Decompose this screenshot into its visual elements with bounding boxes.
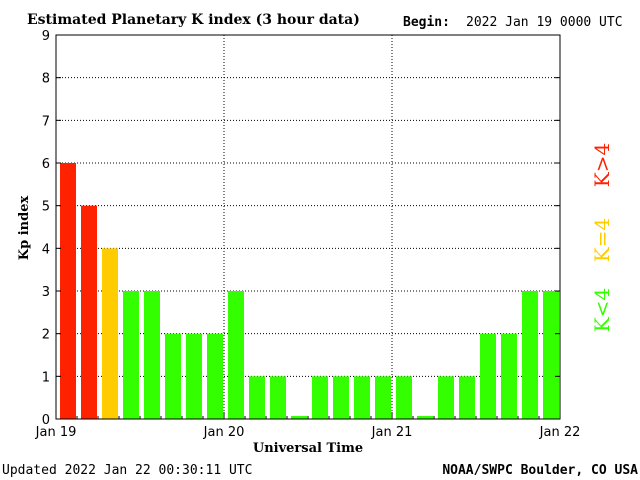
kp-bar (165, 333, 181, 419)
y-tick-label: 5 (42, 200, 50, 215)
kp-bar (480, 333, 496, 419)
x-tick-label: Jan 21 (371, 425, 413, 440)
y-tick-label: 2 (42, 328, 50, 343)
x-tick-label: Jan 19 (35, 425, 77, 440)
kp-bar (81, 205, 97, 419)
kp-bar (354, 376, 370, 419)
kp-bar (123, 291, 139, 419)
kp-bar (312, 376, 328, 419)
kp-bar (417, 416, 433, 419)
y-tick-label: 6 (42, 157, 50, 172)
kp-bar (102, 248, 118, 419)
kp-bar (438, 376, 454, 419)
begin-label: Begin: (403, 15, 450, 30)
kp-bar (207, 333, 223, 419)
kp-bar (249, 376, 265, 419)
x-tick-label: Jan 22 (539, 425, 581, 440)
kp-bar (291, 416, 307, 419)
updated-text: Updated 2022 Jan 22 00:30:11 UTC (2, 463, 252, 478)
kp-bar (144, 291, 160, 419)
kp-bar (375, 376, 391, 419)
legend-entry: K<4 (590, 288, 614, 332)
kp-bar (396, 376, 412, 419)
kp-bar (543, 291, 559, 419)
y-tick-label: 3 (42, 285, 50, 300)
kp-bar (522, 291, 538, 419)
legend-entry: K>4 (590, 143, 614, 187)
source-text: NOAA/SWPC Boulder, CO USA (442, 463, 638, 478)
x-axis-label: Universal Time (253, 441, 363, 456)
kp-bar (60, 163, 76, 419)
kp-bar (501, 333, 517, 419)
kp-bar (186, 333, 202, 419)
y-tick-label: 8 (42, 72, 50, 87)
y-tick-label: 4 (42, 242, 50, 257)
begin-value: 2022 Jan 19 0000 UTC (466, 15, 623, 30)
kp-bar (270, 376, 286, 419)
x-tick-label: Jan 20 (203, 425, 245, 440)
legend: K<4 K=4 K>4 (590, 143, 614, 332)
plot-area: 0 1 2 3 4 5 6 7 8 9 Jan 19 Jan 20 Jan 21 Jan 22 (35, 29, 581, 440)
kp-bar (228, 291, 244, 419)
chart-title: Estimated Planetary K index (3 hour data… (27, 12, 360, 28)
kp-bar (459, 376, 475, 419)
y-tick-label: 1 (42, 370, 50, 385)
y-axis-label: Kp index (17, 196, 32, 261)
kp-bar (333, 376, 349, 419)
y-tick-label: 0 (42, 413, 50, 428)
y-tick-label: 7 (42, 114, 50, 129)
y-tick-label: 9 (42, 29, 50, 44)
legend-entry: K=4 (590, 218, 614, 262)
